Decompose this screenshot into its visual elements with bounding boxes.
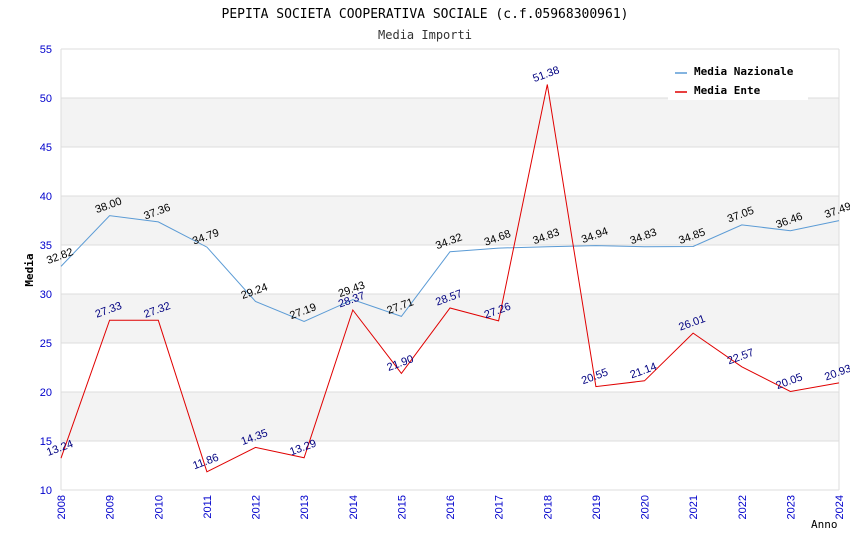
x-tick-label: 2008 [56, 495, 68, 519]
y-tick-label: 20 [40, 387, 52, 399]
x-tick-label: 2024 [834, 495, 846, 519]
y-tick-label: 40 [40, 191, 52, 203]
grid-band [61, 147, 839, 196]
x-tick-label: 2016 [445, 495, 457, 519]
chart-subtitle: Media Importi [378, 28, 472, 42]
x-tick-label: 2019 [591, 495, 603, 519]
legend-box [668, 60, 808, 100]
x-tick-label: 2013 [299, 495, 311, 519]
y-tick-label: 15 [40, 436, 52, 448]
y-tick-label: 55 [40, 44, 52, 56]
grid-band [61, 98, 839, 147]
grid-band [61, 196, 839, 245]
grid-band [61, 441, 839, 490]
x-tick-label: 2021 [688, 495, 700, 519]
legend-label-nazionale: Media Nazionale [694, 65, 794, 78]
y-tick-label: 45 [40, 142, 52, 154]
x-tick-label: 2017 [494, 495, 506, 519]
series-lines [60, 84, 840, 473]
x-tick-label: 2023 [785, 495, 797, 519]
series-line-ente [60, 84, 840, 473]
grid-band [61, 392, 839, 441]
chart-title: PEPITA SOCIETA COOPERATIVA SOCIALE (c.f.… [222, 7, 629, 22]
y-tick-label: 35 [40, 240, 52, 252]
grid-lines [60, 48, 840, 491]
y-tick-label: 10 [40, 485, 52, 497]
y-tick-label: 30 [40, 289, 52, 301]
x-tick-label: 2018 [542, 495, 554, 519]
series-line-nazionale [60, 215, 840, 323]
x-tick-label: 2011 [202, 495, 214, 519]
y-tick-label: 50 [40, 93, 52, 105]
legend: Media Nazionale Media Ente [668, 60, 808, 100]
x-tick-label: 2014 [348, 495, 360, 519]
x-tick-label: 2009 [105, 495, 117, 519]
x-tick-label: 2015 [396, 495, 408, 519]
grid-bands [61, 49, 839, 490]
grid-band [61, 245, 839, 294]
y-tick-labels: 10 15 20 25 30 35 40 45 50 55 [40, 44, 52, 497]
y-axis-label: Media [23, 253, 36, 286]
x-tick-label: 2012 [251, 495, 263, 519]
x-tick-labels: 2008 2009 2010 2011 2012 2013 2014 2015 2016 2017… [56, 495, 846, 519]
x-tick-label: 2022 [737, 495, 749, 519]
x-tick-label: 2010 [153, 495, 165, 519]
y-tick-label: 25 [40, 338, 52, 350]
grid-band [61, 343, 839, 392]
grid-band [61, 294, 839, 343]
x-tick-label: 2020 [640, 495, 652, 519]
x-axis-label: Anno [811, 518, 838, 531]
legend-label-ente: Media Ente [694, 84, 761, 97]
